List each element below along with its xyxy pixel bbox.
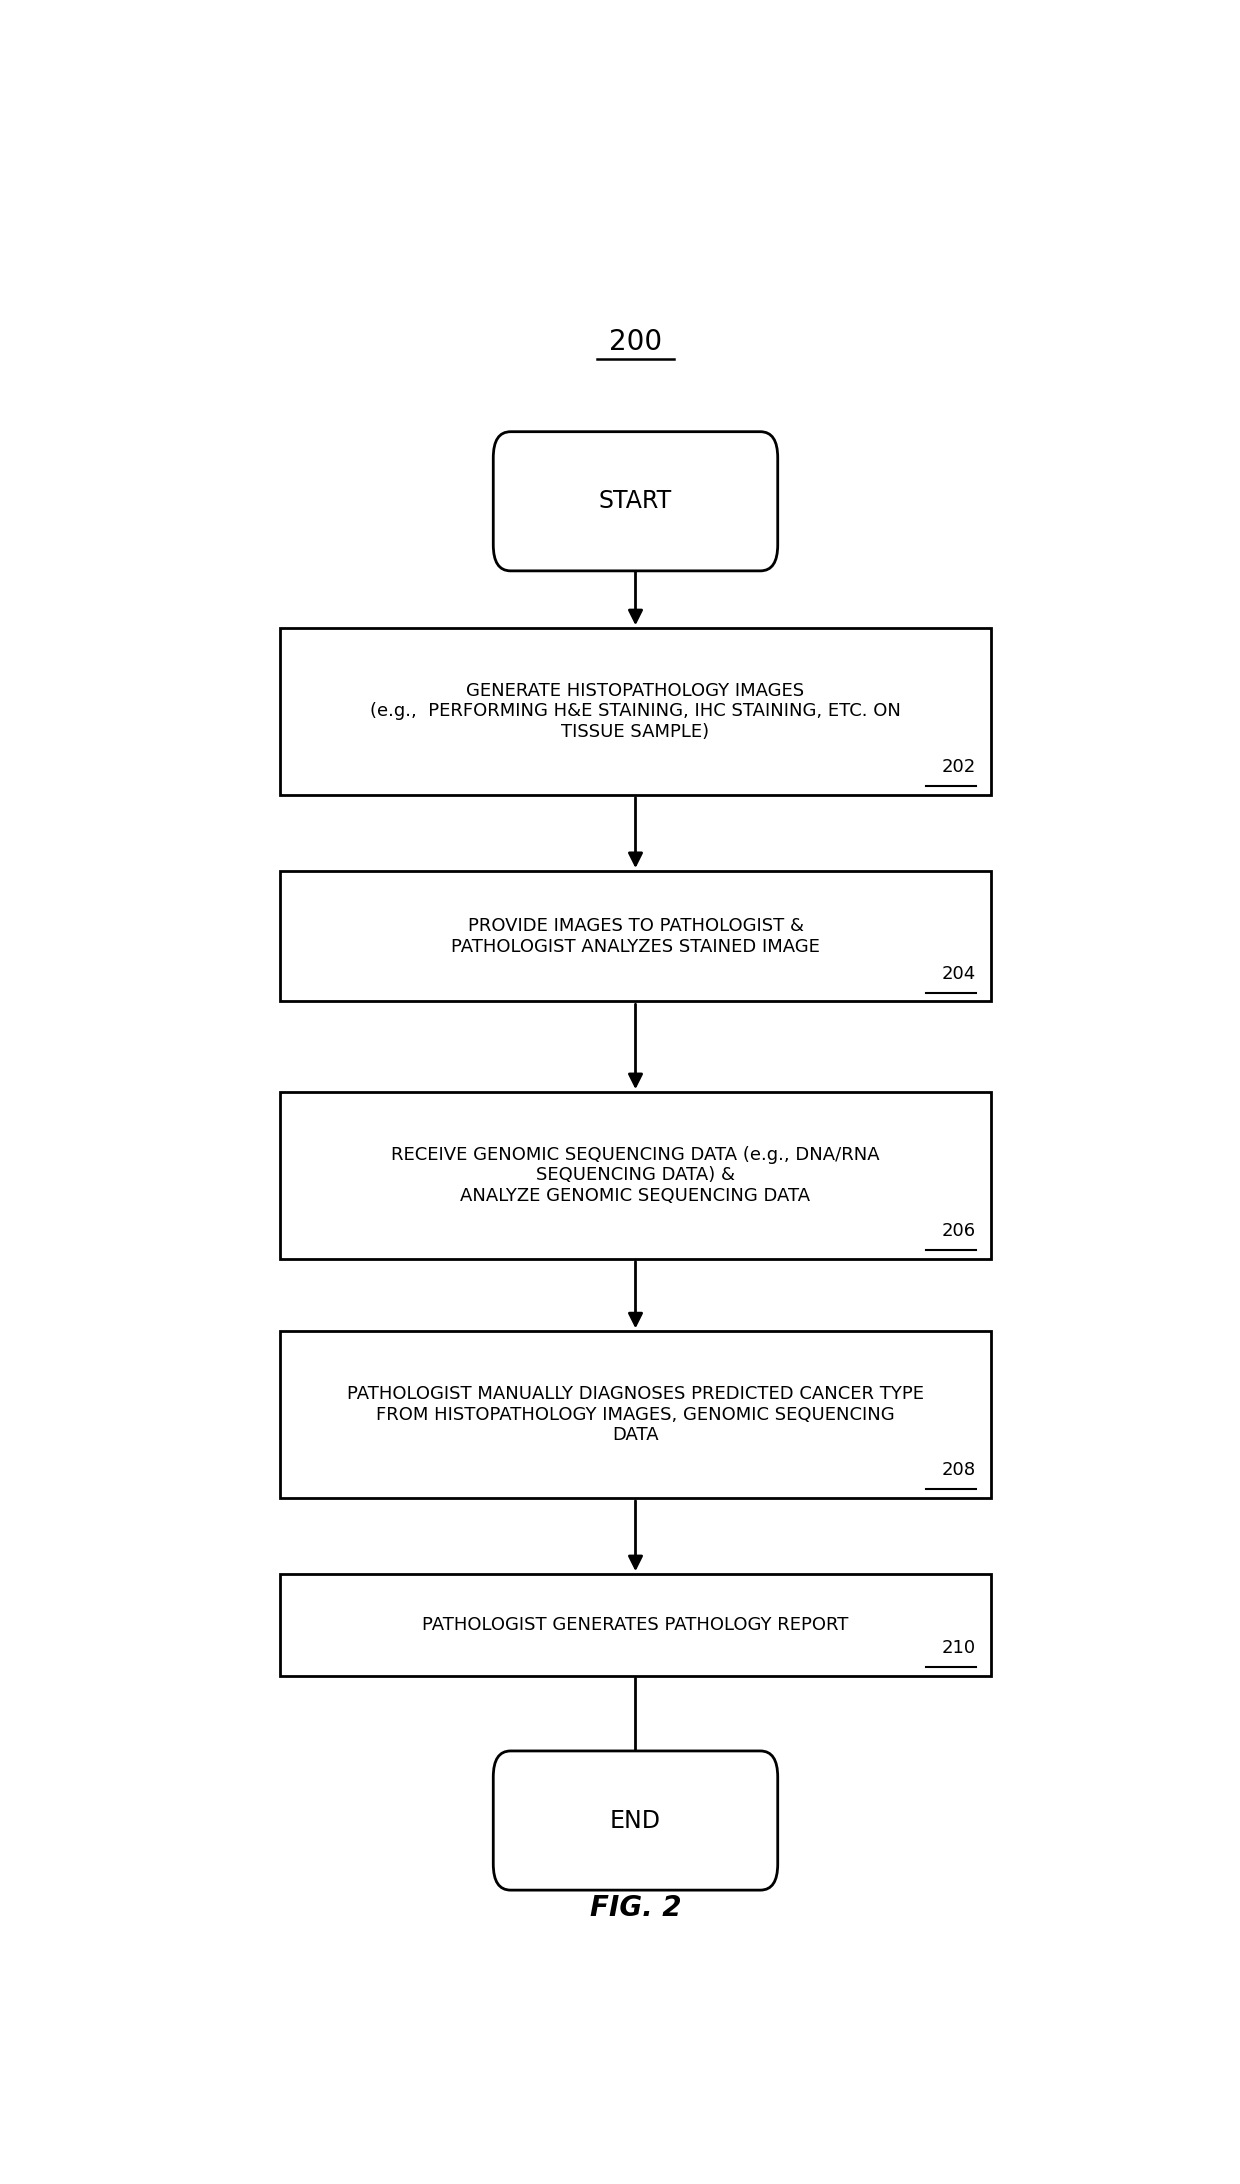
Bar (280, 1092, 991, 1258)
Text: FIG. 2: FIG. 2 (590, 1894, 681, 1922)
Text: START: START (599, 489, 672, 513)
Text: 210: 210 (941, 1638, 976, 1658)
Text: PROVIDE IMAGES TO PATHOLOGIST &
PATHOLOGIST ANALYZES STAINED IMAGE: PROVIDE IMAGES TO PATHOLOGIST & PATHOLOG… (451, 917, 820, 957)
Bar (280, 1332, 991, 1498)
Bar (280, 871, 991, 1002)
Text: PATHOLOGIST MANUALLY DIAGNOSES PREDICTED CANCER TYPE
FROM HISTOPATHOLOGY IMAGES,: PATHOLOGIST MANUALLY DIAGNOSES PREDICTED… (347, 1385, 924, 1444)
Bar (280, 629, 991, 795)
Text: 206: 206 (941, 1221, 976, 1241)
Text: 204: 204 (941, 965, 976, 983)
Text: RECEIVE GENOMIC SEQUENCING DATA (e.g., DNA/RNA
SEQUENCING DATA) &
ANALYZE GENOMI: RECEIVE GENOMIC SEQUENCING DATA (e.g., D… (391, 1147, 880, 1206)
Text: PATHOLOGIST GENERATES PATHOLOGY REPORT: PATHOLOGIST GENERATES PATHOLOGY REPORT (423, 1616, 848, 1634)
FancyBboxPatch shape (494, 1752, 777, 1889)
Text: GENERATE HISTOPATHOLOGY IMAGES
(e.g.,  PERFORMING H&E STAINING, IHC STAINING, ET: GENERATE HISTOPATHOLOGY IMAGES (e.g., PE… (370, 681, 901, 740)
Bar (280, 1575, 991, 1675)
Text: 200: 200 (609, 328, 662, 356)
Text: END: END (610, 1808, 661, 1832)
Text: 202: 202 (941, 758, 976, 775)
Text: 208: 208 (941, 1461, 976, 1479)
FancyBboxPatch shape (494, 432, 777, 570)
